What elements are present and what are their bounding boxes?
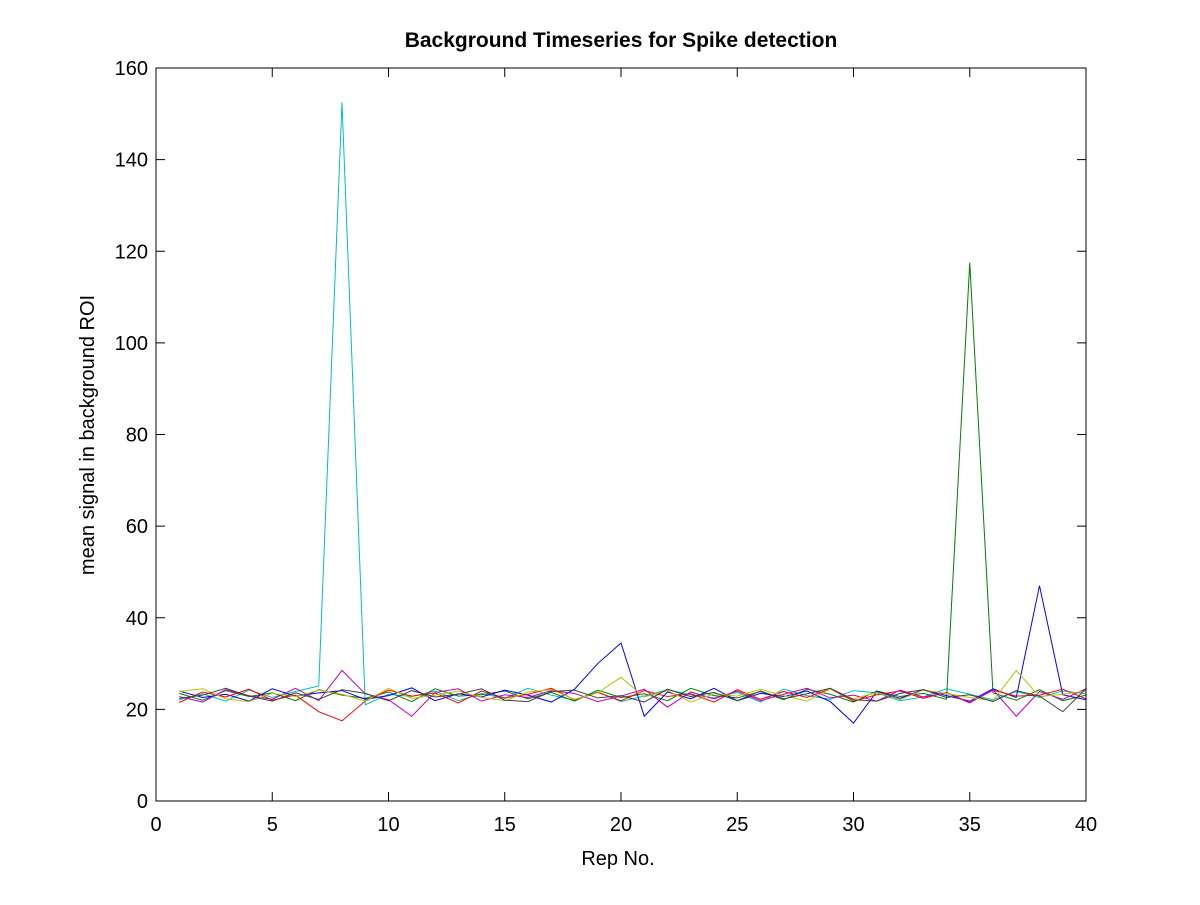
series-layer — [179, 102, 1087, 724]
y-tick-label-2: 40 — [126, 608, 148, 630]
y-tick-label-1: 20 — [126, 699, 148, 721]
series-line-7 — [179, 687, 1087, 713]
x-tick-label-6: 30 — [842, 814, 864, 836]
series-line-6 — [179, 669, 1087, 703]
plot-frame — [155, 67, 1087, 802]
y-axis-label: mean signal in background ROI — [77, 295, 99, 575]
x-tick-label-8: 40 — [1075, 814, 1097, 836]
x-tick-label-2: 10 — [377, 814, 399, 836]
x-tick-label-1: 5 — [267, 814, 278, 836]
chart-title: Background Timeseries for Spike detectio… — [405, 29, 838, 52]
y-tick-label-5: 100 — [115, 333, 148, 355]
x-tick-label-3: 15 — [494, 814, 516, 836]
x-tick-label-0: 0 — [150, 814, 161, 836]
x-axis-label: Rep No. — [581, 848, 654, 870]
y-tick-label-3: 60 — [126, 516, 148, 538]
ticks-layer: 0 5 10 15 20 25 30 35 40 0 20 40 60 80 100 120 140 160 — [115, 58, 1098, 836]
y-tick-label-4: 80 — [126, 425, 148, 447]
y-tick-label-6: 120 — [115, 241, 148, 263]
y-tick-label-8: 160 — [115, 58, 148, 80]
series-line-5 — [179, 669, 1087, 717]
x-tick-label-4: 20 — [610, 814, 632, 836]
y-tick-label-0: 0 — [137, 791, 148, 813]
x-tick-label-5: 25 — [726, 814, 748, 836]
x-tick-label-7: 35 — [959, 814, 981, 836]
y-tick-label-7: 140 — [115, 150, 148, 172]
plot-area — [156, 68, 1086, 801]
